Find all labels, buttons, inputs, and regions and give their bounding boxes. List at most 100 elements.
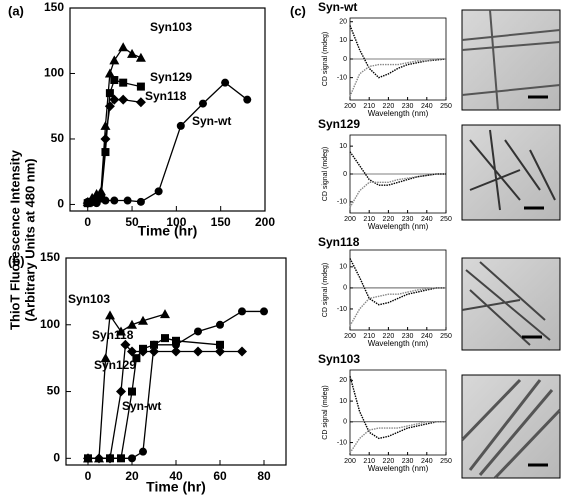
y-tick-label: 10 <box>339 264 347 271</box>
x-tick-label: 200 <box>344 458 356 465</box>
x-tick-label: 200 <box>344 103 356 110</box>
x-tick-label: 150 <box>211 215 231 229</box>
x-axis-label: Time (hr) <box>146 479 206 495</box>
marker <box>101 196 110 205</box>
marker <box>160 309 170 319</box>
y-axis-label: CD signal (mdeg) <box>322 32 329 86</box>
marker <box>100 133 111 144</box>
x-axis-label: Wavelength (nm) <box>368 109 429 118</box>
marker <box>194 327 202 336</box>
y-tick-label: -10 <box>337 439 347 446</box>
series-line <box>87 99 142 204</box>
x-tick-label: 210 <box>363 333 375 340</box>
series-line <box>349 376 446 440</box>
plot-frame <box>349 249 447 331</box>
marker <box>127 48 138 58</box>
marker <box>172 336 180 345</box>
x-tick-label: 220 <box>383 103 395 110</box>
x-tick-label: 50 <box>125 215 139 229</box>
marker <box>118 42 129 52</box>
marker <box>135 52 146 62</box>
marker <box>119 78 128 87</box>
marker <box>105 89 114 98</box>
micrograph <box>461 9 561 111</box>
x-tick-label: 200 <box>344 216 356 223</box>
x-tick-label: 20 <box>125 469 139 483</box>
chart-title: Syn-wt <box>318 0 357 14</box>
marker <box>260 307 268 316</box>
x-tick-label: 240 <box>421 333 433 340</box>
annotation: Syn-wt <box>192 114 231 128</box>
y-tick-label: 10 <box>339 398 347 405</box>
series-line <box>87 46 142 203</box>
x-tick-label: 210 <box>363 458 375 465</box>
marker <box>136 82 145 91</box>
y-axis-label: CD signal (mdeg) <box>322 385 329 439</box>
y-axis-label: (Arbitrary Units at 480 nm) <box>22 158 37 321</box>
annotation: Syn103 <box>150 20 192 34</box>
marker <box>215 346 225 357</box>
x-tick-label: 210 <box>363 103 375 110</box>
y-tick-label: 10 <box>339 143 347 150</box>
series-line <box>349 258 446 306</box>
y-tick-label: 20 <box>339 377 347 384</box>
annotation: Syn-wt <box>122 399 161 413</box>
marker <box>237 346 247 357</box>
annotation: Syn129 <box>150 70 192 84</box>
series-line <box>349 25 447 79</box>
marker <box>154 187 163 196</box>
x-tick-label: 220 <box>383 458 395 465</box>
marker <box>109 94 120 105</box>
x-tick-label: 230 <box>402 333 414 340</box>
marker <box>105 310 115 320</box>
series-line <box>349 173 446 208</box>
y-tick-label: 0 <box>57 197 64 211</box>
y-tick-label: 100 <box>40 317 60 331</box>
y-tick-label: -10 <box>337 74 347 81</box>
marker <box>100 120 111 130</box>
x-tick-label: 250 <box>440 216 452 223</box>
y-tick-label: 0 <box>343 56 347 63</box>
chart-title: Syn103 <box>318 352 360 366</box>
x-tick-label: 240 <box>421 103 433 110</box>
annotation: Syn118 <box>145 89 187 103</box>
y-tick-label: 0 <box>53 450 60 464</box>
marker <box>109 55 120 65</box>
y-tick-label: 10 <box>339 37 347 44</box>
marker <box>110 196 119 205</box>
y-tick-label: 0 <box>343 285 347 292</box>
marker <box>216 340 224 349</box>
marker <box>83 197 92 206</box>
marker <box>150 340 158 349</box>
x-tick-label: 240 <box>421 458 433 465</box>
marker <box>120 339 131 350</box>
y-axis-label: ThioT Fluorescence Intensity <box>7 149 22 330</box>
plot-frame <box>349 369 447 456</box>
marker <box>216 320 224 329</box>
x-tick-label: 40 <box>169 469 183 483</box>
marker <box>127 319 137 329</box>
marker <box>116 326 126 336</box>
series-line <box>349 151 446 186</box>
marker <box>116 386 126 397</box>
marker <box>138 315 148 325</box>
x-tick-label: 100 <box>166 215 186 229</box>
x-tick-label: 0 <box>85 469 92 483</box>
marker <box>135 97 146 108</box>
series-line <box>349 421 446 454</box>
series-line <box>349 58 446 97</box>
marker <box>176 121 185 130</box>
x-tick-label: 210 <box>363 216 375 223</box>
annotation: Syn129 <box>94 358 136 372</box>
marker <box>198 99 207 108</box>
x-tick-label: 230 <box>402 458 414 465</box>
y-tick-label: 0 <box>343 419 347 426</box>
x-tick-label: 240 <box>421 216 433 223</box>
y-tick-label: 150 <box>40 250 60 264</box>
marker <box>127 346 137 357</box>
x-axis-label: Time (hr) <box>138 223 198 239</box>
x-tick-label: 220 <box>383 216 395 223</box>
x-tick-label: 230 <box>402 216 414 223</box>
marker <box>128 454 136 463</box>
marker <box>139 344 147 353</box>
